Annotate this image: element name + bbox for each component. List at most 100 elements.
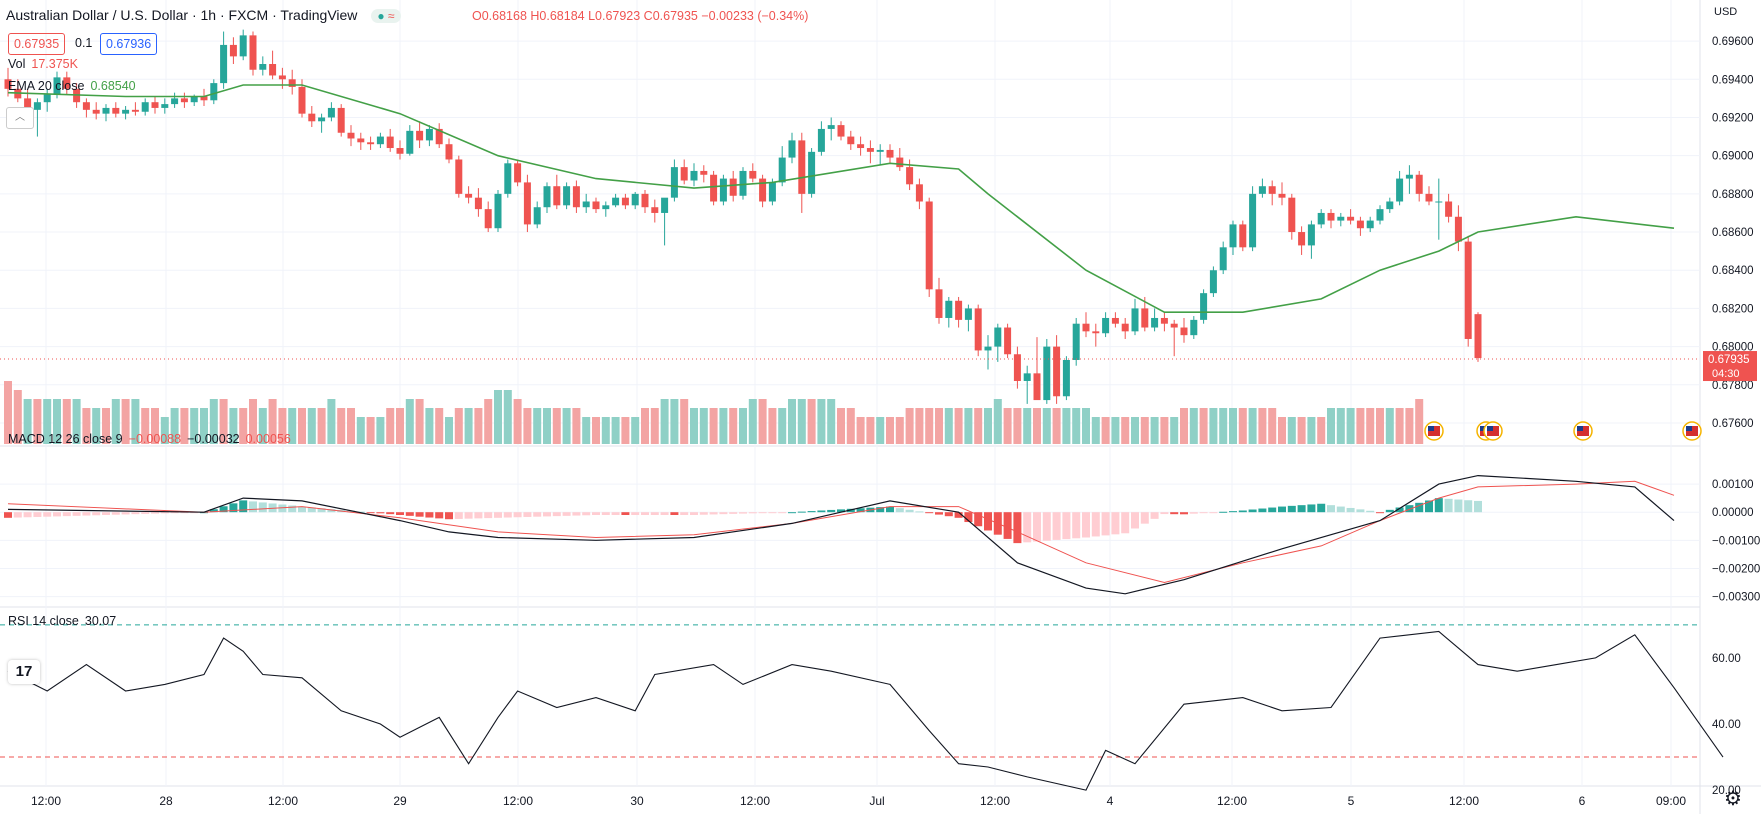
- settings-gear-icon[interactable]: ⚙: [1724, 788, 1742, 810]
- economic-event-icon[interactable]: [1573, 421, 1593, 441]
- volume-bar: [1160, 417, 1169, 444]
- time-axis-label: 5: [1348, 794, 1355, 808]
- candle-body: [621, 197, 629, 206]
- candle-body: [827, 125, 835, 129]
- macd-histogram-bar: [464, 512, 473, 519]
- macd-histogram-bar: [807, 511, 816, 513]
- volume-legend[interactable]: Vol 17.375K: [8, 57, 78, 71]
- candle-body: [1386, 201, 1394, 210]
- volume-bar: [974, 408, 983, 444]
- macd-histogram-bar: [141, 512, 150, 514]
- candle-body: [719, 178, 727, 202]
- macd-histogram-bar: [719, 512, 728, 515]
- volume-bar: [474, 408, 483, 444]
- macd-histogram-bar: [239, 500, 248, 513]
- volume-bar: [337, 408, 346, 444]
- candle-body: [1013, 354, 1021, 381]
- candle-body: [1180, 327, 1188, 336]
- macd-histogram-bar: [709, 512, 718, 515]
- volume-bar: [1415, 399, 1424, 444]
- rsi-legend-label: RSI 14 close: [8, 614, 79, 628]
- volume-bar: [631, 417, 640, 444]
- candle-body: [1092, 331, 1100, 334]
- volume-bar: [827, 399, 836, 444]
- candle-body: [1229, 224, 1237, 248]
- macd-histogram-bar: [160, 512, 169, 514]
- volume-bar: [307, 408, 316, 444]
- ema-legend-label: EMA 20 close: [8, 79, 85, 93]
- candle-body: [974, 308, 982, 351]
- collapse-legend-button[interactable]: ︿: [6, 107, 34, 129]
- price-tick-label: 0.68200: [1712, 303, 1754, 315]
- candle-body: [945, 300, 953, 318]
- volume-bar: [543, 408, 551, 444]
- volume-bar: [1395, 408, 1404, 444]
- ema-legend[interactable]: EMA 20 close 0.68540: [8, 79, 136, 93]
- countdown-label: 04:30: [1712, 368, 1740, 380]
- symbol-title: Australian Dollar / U.S. Dollar · 1h · F…: [6, 7, 358, 23]
- candle-body: [298, 86, 306, 114]
- flag-canton: [1487, 426, 1493, 431]
- candle-body: [484, 209, 492, 229]
- candle-body: [406, 130, 414, 154]
- macd-histogram-bar: [817, 510, 826, 513]
- candle-body: [1327, 212, 1335, 221]
- sell-price-button[interactable]: 0.67935: [8, 33, 66, 55]
- volume-bar: [180, 408, 189, 444]
- macd-histogram-bar: [1317, 503, 1326, 513]
- market-status-badge[interactable]: ● ≈: [371, 9, 401, 23]
- buy-price-button[interactable]: 0.67936: [100, 33, 158, 55]
- flag-canton: [1686, 426, 1692, 431]
- volume-bar: [425, 408, 434, 444]
- candle-body: [641, 193, 649, 208]
- event-icons: [1424, 421, 1702, 441]
- macd-legend[interactable]: MACD 12 26 close 9 −0.00088 −0.00032 0.0005…: [8, 432, 291, 446]
- volume-bar: [1170, 417, 1179, 444]
- macd-histogram-bar: [1268, 507, 1277, 513]
- volume-bar: [523, 408, 532, 444]
- candle-body: [906, 167, 914, 185]
- economic-event-icon[interactable]: [1483, 421, 1503, 441]
- candle-body: [151, 102, 159, 108]
- macd-histogram-bar: [1356, 509, 1365, 513]
- macd-histogram-bar: [1189, 512, 1198, 514]
- time-axis-label: 6: [1579, 794, 1586, 808]
- macd-histogram-bar: [925, 512, 934, 514]
- volume-bar: [993, 399, 1002, 444]
- macd-histogram-bar: [582, 512, 591, 516]
- candle-body: [710, 174, 718, 202]
- economic-event-icon[interactable]: [1424, 421, 1444, 441]
- candle-body: [504, 163, 512, 194]
- macd-histogram-bar: [827, 509, 836, 513]
- candle-body: [112, 107, 120, 114]
- volume-bar: [1307, 417, 1316, 444]
- tradingview-logo[interactable]: 17: [8, 660, 40, 684]
- volume-bar: [660, 399, 669, 444]
- macd-histogram-bar: [307, 507, 316, 513]
- macd-histogram-bar: [1464, 500, 1473, 513]
- volume-bar: [62, 399, 71, 444]
- volume-bar: [788, 399, 796, 444]
- candle-body: [729, 178, 737, 196]
- flag-canton: [1577, 426, 1583, 431]
- candle-body: [553, 186, 561, 206]
- candle-body: [318, 117, 326, 122]
- candle-body: [778, 157, 786, 183]
- macd-histogram-bar: [1425, 500, 1433, 513]
- macd-histogram-bar: [1150, 512, 1159, 519]
- volume-bar: [699, 408, 708, 444]
- volume-bar: [1062, 408, 1071, 444]
- last-price-badge: [1703, 351, 1757, 382]
- candle-body: [82, 102, 90, 110]
- candle-body: [1405, 174, 1413, 179]
- rsi-tick-label: 20.00: [1712, 785, 1741, 797]
- currency-label[interactable]: USD: [1714, 6, 1738, 18]
- economic-event-icon[interactable]: [1682, 421, 1702, 441]
- candle-body: [1445, 201, 1453, 217]
- rsi-legend[interactable]: RSI 14 close 30.07: [8, 614, 116, 628]
- volume-bar: [670, 399, 679, 444]
- candle-body: [455, 159, 463, 194]
- time-axis-label: 28: [159, 794, 173, 808]
- candle-body: [1464, 241, 1472, 339]
